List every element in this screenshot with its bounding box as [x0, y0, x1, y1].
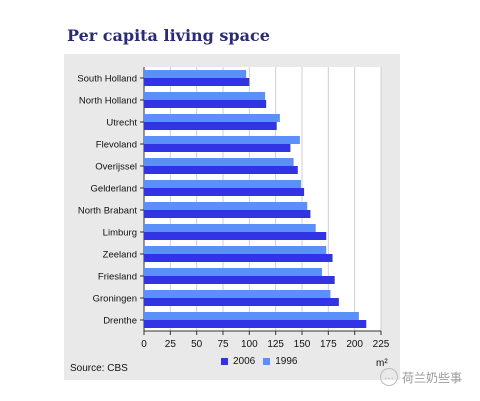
- category-label: Utrecht: [106, 118, 137, 129]
- x-tick-label: 50: [191, 339, 203, 350]
- bar-1996: [144, 92, 266, 100]
- unit-label: m²: [376, 358, 388, 369]
- bar-2006: [144, 78, 250, 86]
- bar-1996: [144, 290, 331, 298]
- bar-1996: [144, 202, 308, 210]
- bar-1996: [144, 136, 300, 144]
- category-label: North Brabant: [78, 206, 138, 217]
- bar-1996: [144, 246, 327, 254]
- category-label: Gelderland: [91, 184, 137, 195]
- bar-2006: [144, 100, 267, 108]
- plot-area: [144, 67, 381, 331]
- watermark: … 荷兰奶些事: [380, 368, 462, 386]
- bar-1996: [144, 312, 359, 320]
- bar-1996: [144, 180, 301, 188]
- category-label: Limburg: [103, 228, 137, 239]
- x-tick-label: 75: [217, 339, 229, 350]
- chat-bubble-icon: …: [380, 368, 398, 386]
- legend-label-2006: 2006: [233, 356, 256, 367]
- bar-2006: [144, 276, 335, 284]
- category-label: South Holland: [77, 74, 137, 85]
- bar-2006: [144, 188, 305, 196]
- chart-title: Per capita living space: [67, 26, 270, 45]
- bar-1996: [144, 114, 280, 122]
- bar-2006: [144, 254, 333, 262]
- category-label: North Holland: [79, 96, 137, 107]
- legend: 2006 1996: [221, 356, 298, 367]
- x-tick-label: 125: [267, 339, 284, 350]
- bar-2006: [144, 144, 291, 152]
- legend-label-1996: 1996: [275, 356, 298, 367]
- category-label: Zeeland: [103, 250, 137, 261]
- bar-2006: [144, 298, 339, 306]
- legend-swatch-1996: [263, 358, 271, 365]
- category-label: Flevoland: [96, 140, 137, 151]
- bar-2006: [144, 232, 327, 240]
- x-tick-label: 0: [141, 339, 147, 350]
- x-tick-label: 200: [346, 339, 363, 350]
- bar-1996: [144, 268, 323, 276]
- x-tick-label: 100: [241, 339, 258, 350]
- x-tick-label: 175: [320, 339, 337, 350]
- x-tick-label: 150: [294, 339, 311, 350]
- legend-swatch-2006: [221, 358, 228, 365]
- x-tick-label: 225: [373, 339, 390, 350]
- bar-2006: [144, 320, 367, 328]
- bar-1996: [144, 70, 247, 78]
- bar-2006: [144, 122, 277, 130]
- bar-1996: [144, 158, 294, 166]
- bar-1996: [144, 224, 316, 232]
- watermark-text: 荷兰奶些事: [402, 370, 463, 385]
- category-label: Drenthe: [103, 316, 137, 327]
- bar-2006: [144, 210, 311, 218]
- category-label: Friesland: [98, 272, 137, 283]
- category-label: Groningen: [93, 294, 137, 305]
- source-label: Source: CBS: [70, 363, 128, 374]
- x-tick-label: 25: [165, 339, 177, 350]
- category-label: Overijssel: [95, 162, 137, 173]
- bar-2006: [144, 166, 298, 174]
